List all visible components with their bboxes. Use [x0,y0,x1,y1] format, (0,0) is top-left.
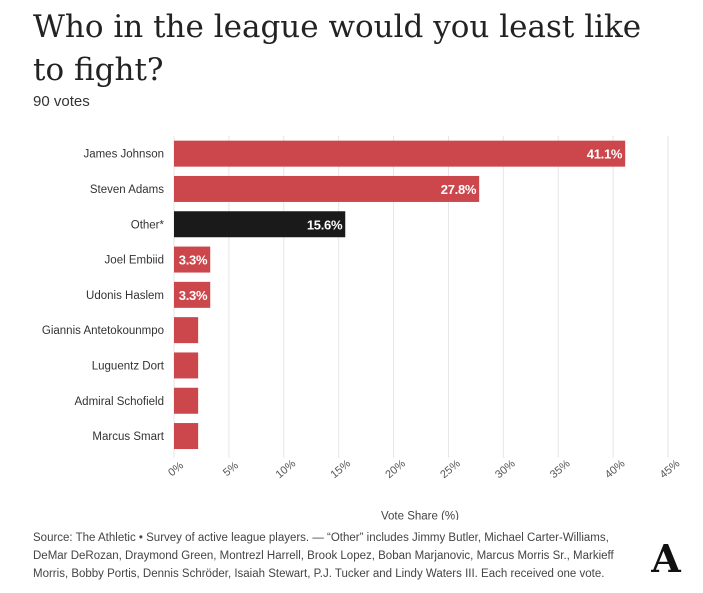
data-label: 15.6% [307,217,343,232]
data-label: 27.8% [441,182,477,197]
data-label: 41.1% [587,147,623,162]
x-tick-label: 0% [166,460,186,480]
bar [174,423,199,450]
chart-title: Who in the league would you least like t… [33,9,642,88]
bar [174,175,480,202]
x-axis-title: Vote Share (%) [381,511,459,520]
bar [174,352,199,379]
category-label: Other* [131,219,165,231]
source-note: Source: The Athletic • Survey of active … [33,532,614,580]
category-label: Joel Embiid [105,255,164,267]
category-label: Marcus Smart [92,431,164,443]
category-label: Luguentz Dort [92,360,165,372]
data-label: 3.3% [179,288,208,303]
bar [174,211,346,238]
bar [174,317,199,344]
x-tick-label: 40% [603,458,628,481]
x-tick-label: 10% [274,458,299,481]
category-label: Steven Adams [90,184,164,196]
bar [174,281,211,308]
bar-chart: 0% 5% 10% 15% 20% 25% 30% 35% 40% 45% James Johnso… [42,136,683,520]
vote-count: 90 votes [33,93,90,110]
x-tick-label: 35% [548,458,573,481]
logo-letter: A [650,538,681,578]
bar [174,387,199,414]
bar [174,246,211,273]
x-tick-label: 20% [383,458,408,481]
x-tick-label: 30% [493,458,518,481]
data-label: 3.3% [179,253,208,268]
athletic-logo: A [650,538,681,578]
x-tick-label: 25% [438,458,463,481]
x-tick-label: 15% [328,458,353,481]
category-label: Giannis Antetokounmpo [42,325,164,337]
category-label: Admiral Schofield [75,396,164,408]
category-label: Udonis Haslem [86,290,164,302]
category-label: James Johnson [83,149,164,161]
x-tick-label: 45% [658,458,683,481]
bar [174,140,626,167]
x-tick-label: 5% [221,460,241,480]
